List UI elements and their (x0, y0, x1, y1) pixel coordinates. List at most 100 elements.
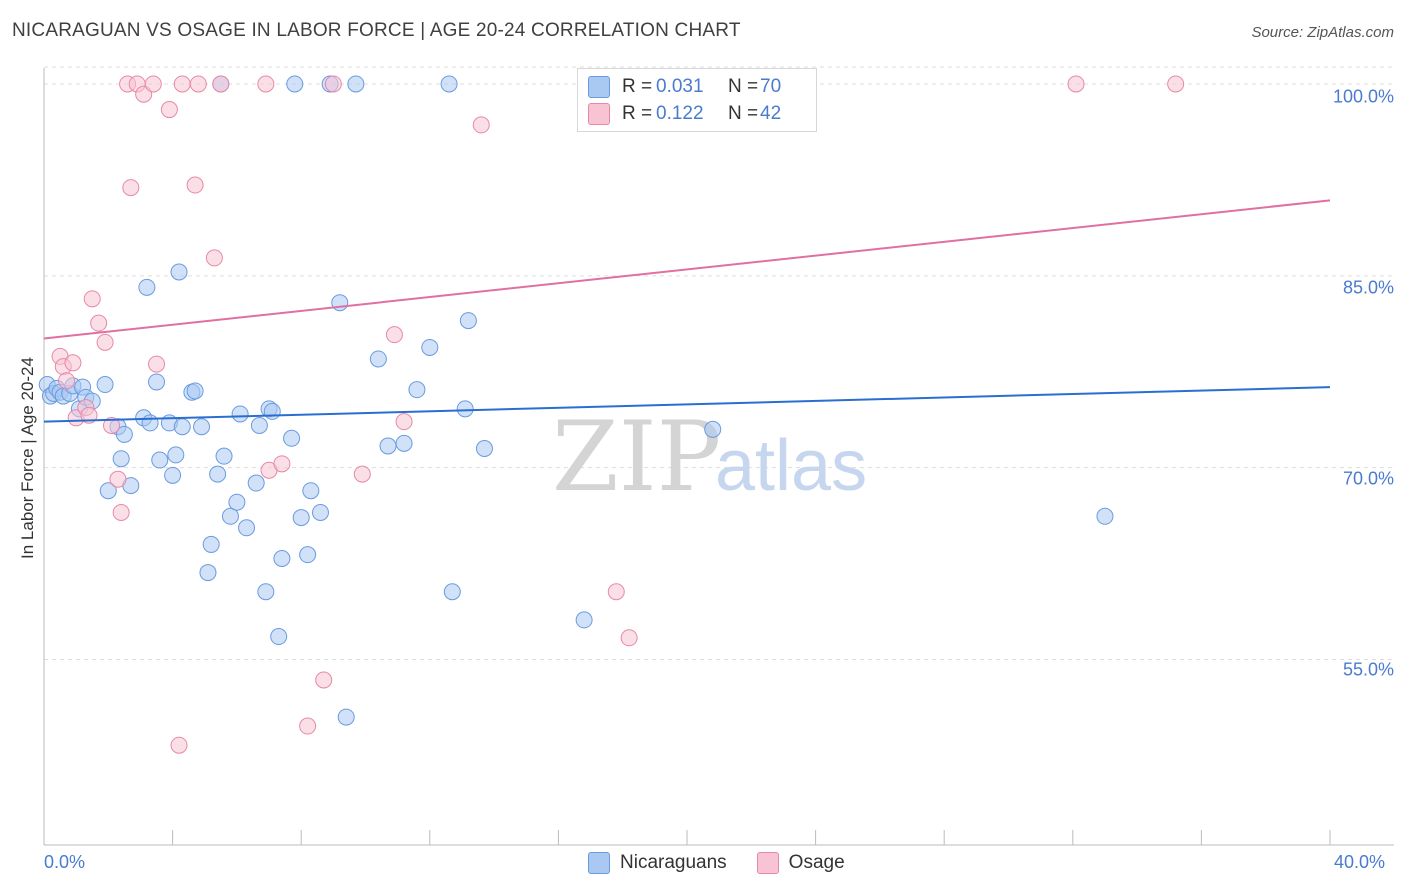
data-point-nicaraguans (273, 549, 291, 567)
watermark: ZIP atlas (552, 401, 867, 513)
data-point-osage (144, 75, 162, 93)
data-point-osage (64, 354, 82, 372)
r-value-osage: 0.122 (656, 103, 704, 124)
legend-label-osage: Osage (788, 852, 845, 873)
data-point-osage (58, 372, 76, 390)
data-point-osage (170, 736, 188, 754)
data-point-nicaraguans (221, 507, 239, 525)
data-point-osage (205, 249, 223, 267)
data-point-nicaraguans (421, 338, 439, 356)
data-point-osage (324, 75, 342, 93)
data-point-nicaraguans (238, 519, 256, 537)
data-point-osage (1167, 75, 1185, 93)
y-tick-label-70: 70.0% (1342, 468, 1394, 489)
data-point-osage (122, 179, 140, 197)
data-point-osage (257, 75, 275, 93)
data-point-osage (299, 717, 317, 735)
legend-item-nicaraguans[interactable]: Nicaraguans (588, 852, 727, 874)
axes (43, 68, 1394, 846)
data-point-osage (90, 314, 108, 332)
data-point-osage (80, 406, 98, 424)
data-point-nicaraguans (292, 509, 310, 527)
data-point-osage (620, 629, 638, 647)
data-point-nicaraguans (459, 312, 477, 330)
nicaraguans-legend-swatch (588, 852, 610, 874)
y-tick-label-100: 100.0% (1332, 86, 1394, 107)
data-point-osage (103, 416, 121, 434)
n-label: N = (728, 103, 759, 124)
data-point-nicaraguans (347, 75, 365, 93)
source-label: Source: ZipAtlas.com (1251, 24, 1394, 41)
data-point-nicaraguans (247, 474, 265, 492)
data-point-osage (212, 75, 230, 93)
chart-title: NICARAGUAN VS OSAGE IN LABOR FORCE | AGE… (12, 20, 741, 41)
data-point-nicaraguans (112, 450, 130, 468)
data-point-nicaraguans (1096, 507, 1114, 525)
data-point-nicaraguans (257, 583, 275, 601)
data-point-osage (96, 333, 114, 351)
grid-lines (44, 66, 1394, 661)
data-point-nicaraguans (231, 405, 249, 423)
nicaraguans-swatch (588, 76, 610, 98)
data-point-nicaraguans (199, 564, 217, 582)
data-point-nicaraguans (228, 493, 246, 511)
n-value-nicaraguans: 70 (760, 76, 782, 97)
data-point-osage (189, 75, 207, 93)
data-point-osage (273, 455, 291, 473)
data-point-nicaraguans (475, 440, 493, 457)
data-point-osage (173, 75, 191, 93)
data-point-osage (148, 355, 166, 373)
data-point-nicaraguans (369, 350, 387, 368)
y-tick-label-85: 85.0% (1342, 277, 1394, 298)
data-point-nicaraguans (283, 429, 301, 447)
osage-swatch (588, 103, 610, 125)
trend-line-nicaraguans (43, 386, 1331, 423)
stats-row-osage: R = 0.122 N = 42 (588, 101, 781, 127)
data-point-osage (1067, 75, 1085, 93)
data-point-nicaraguans (186, 382, 204, 400)
data-point-nicaraguans (96, 376, 114, 394)
data-point-nicaraguans (209, 465, 227, 483)
data-point-nicaraguans (167, 446, 185, 464)
data-point-nicaraguans (440, 75, 458, 93)
data-point-osage (186, 176, 204, 194)
data-point-nicaraguans (704, 420, 722, 438)
data-point-nicaraguans (311, 503, 329, 521)
osage-legend-swatch (756, 852, 779, 874)
data-point-osage (607, 583, 625, 601)
data-point-nicaraguans (456, 400, 474, 418)
data-point-osage (109, 470, 127, 488)
watermark-zip: ZIP (552, 401, 721, 513)
r-label: R = (622, 76, 653, 97)
data-point-osage (472, 116, 490, 134)
stats-legend: R = 0.031 N = 70 R = 0.122 N = 42 (577, 68, 817, 132)
x-tick-label-min: 0.0% (44, 852, 86, 872)
data-point-nicaraguans (115, 425, 133, 443)
data-point-nicaraguans (202, 535, 220, 553)
data-point-nicaraguans (138, 278, 156, 296)
legend-label-nicaraguans: Nicaraguans (620, 852, 727, 873)
data-point-nicaraguans (302, 482, 320, 500)
n-value-osage: 42 (760, 103, 782, 124)
data-point-nicaraguans (170, 263, 188, 281)
data-point-nicaraguans (99, 482, 117, 500)
data-point-osage (315, 671, 333, 689)
data-point-nicaraguans (443, 583, 461, 601)
data-point-osage (395, 413, 413, 431)
data-point-nicaraguans (395, 434, 413, 452)
data-point-nicaraguans (151, 451, 169, 469)
y-tick-label-55: 55.0% (1342, 659, 1394, 680)
data-point-nicaraguans (263, 402, 281, 420)
data-point-nicaraguans (148, 373, 166, 391)
data-point-nicaraguans (270, 628, 288, 646)
data-point-nicaraguans (379, 437, 397, 455)
data-point-osage (353, 465, 371, 483)
data-point-nicaraguans (141, 414, 159, 432)
data-point-nicaraguans (408, 381, 426, 399)
watermark-atlas: atlas (715, 426, 867, 506)
data-point-nicaraguans (164, 466, 182, 484)
data-point-nicaraguans (173, 418, 191, 436)
legend-item-osage[interactable]: Osage (756, 852, 845, 874)
y-axis-label: In Labor Force | Age 20-24 (18, 357, 37, 559)
